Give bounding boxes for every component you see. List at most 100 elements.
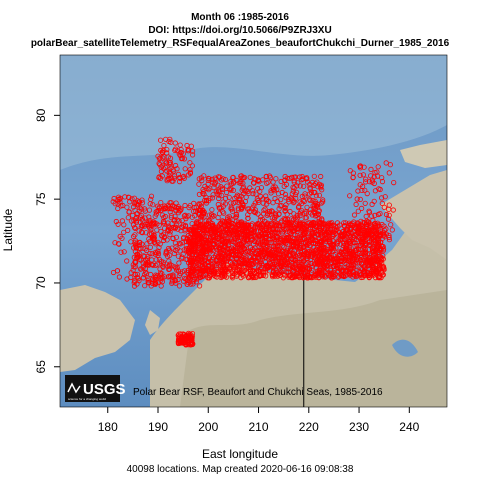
location-point	[263, 221, 269, 228]
location-point	[218, 184, 224, 190]
location-point	[218, 237, 225, 243]
location-point	[299, 173, 305, 180]
location-point	[187, 261, 193, 267]
location-point	[185, 146, 191, 152]
location-point	[161, 143, 167, 149]
location-point	[169, 245, 175, 251]
location-point	[181, 213, 187, 219]
location-point	[268, 208, 275, 214]
location-point	[171, 250, 177, 257]
location-point	[152, 279, 158, 285]
location-point	[282, 205, 288, 211]
location-point	[372, 212, 378, 218]
location-point	[223, 274, 230, 280]
location-point	[300, 226, 306, 232]
y-axis-label: Latitude	[1, 208, 15, 252]
location-point	[157, 241, 163, 247]
location-point	[221, 262, 227, 268]
location-point	[330, 253, 337, 259]
location-point	[214, 271, 220, 277]
location-point	[386, 170, 392, 176]
location-point	[294, 183, 300, 189]
location-point	[221, 250, 227, 256]
location-point	[165, 220, 171, 226]
location-point	[286, 234, 292, 240]
location-point	[180, 235, 187, 241]
location-point	[187, 167, 193, 173]
location-point	[233, 255, 239, 261]
y-tick-label: 80	[34, 108, 48, 122]
location-point	[302, 193, 308, 199]
location-point	[385, 216, 392, 222]
location-point	[358, 218, 364, 224]
location-point	[292, 174, 298, 180]
location-point	[211, 213, 217, 219]
location-point	[289, 191, 295, 197]
location-point	[161, 220, 167, 226]
location-point	[155, 153, 161, 159]
location-point	[257, 249, 264, 256]
location-point	[147, 244, 153, 250]
location-point	[286, 256, 292, 262]
location-point	[174, 265, 180, 271]
location-point	[258, 193, 264, 200]
location-point	[295, 272, 301, 278]
location-point	[272, 184, 278, 190]
location-point	[354, 196, 360, 202]
location-point	[229, 268, 235, 274]
location-point	[148, 196, 154, 202]
location-point	[209, 268, 215, 274]
location-point	[241, 184, 247, 190]
location-point	[165, 245, 172, 252]
location-point	[230, 251, 236, 258]
location-point	[256, 273, 263, 279]
location-point	[161, 237, 167, 244]
location-point	[380, 272, 386, 278]
location-point	[331, 232, 337, 238]
x-tick-label: 230	[349, 420, 369, 434]
location-point	[166, 175, 172, 181]
location-point	[185, 267, 191, 273]
location-point	[148, 193, 155, 199]
usgs-logo: USGS science for a changing world	[65, 375, 126, 402]
location-point	[252, 210, 258, 216]
location-point	[379, 244, 386, 250]
x-tick-label: 220	[299, 420, 319, 434]
location-point	[154, 261, 160, 267]
location-point	[371, 198, 377, 204]
location-point	[252, 250, 258, 256]
location-point	[237, 241, 243, 247]
location-point	[210, 222, 216, 228]
location-point	[247, 245, 254, 251]
location-point	[163, 206, 169, 212]
location-point	[359, 183, 366, 190]
location-point	[282, 208, 288, 214]
location-point	[142, 269, 149, 275]
location-point	[158, 258, 165, 264]
location-point	[281, 239, 287, 245]
location-point	[272, 212, 279, 218]
location-point	[329, 245, 335, 251]
location-point	[239, 228, 246, 235]
location-point	[311, 221, 317, 227]
location-point	[141, 253, 147, 259]
location-point	[125, 227, 131, 233]
location-point	[312, 241, 319, 247]
location-point	[149, 261, 155, 267]
location-point	[289, 264, 296, 270]
location-point	[307, 186, 313, 192]
location-point	[372, 265, 378, 271]
location-point	[255, 186, 261, 192]
location-point	[162, 213, 168, 220]
location-point	[221, 232, 227, 238]
location-point	[270, 179, 276, 185]
location-point	[353, 201, 359, 207]
location-point	[124, 276, 130, 282]
location-point	[183, 256, 189, 262]
location-point	[160, 263, 166, 269]
location-point	[118, 249, 124, 255]
location-point	[205, 275, 211, 281]
location-point	[320, 197, 326, 203]
location-point	[162, 234, 168, 240]
location-point	[357, 196, 363, 202]
